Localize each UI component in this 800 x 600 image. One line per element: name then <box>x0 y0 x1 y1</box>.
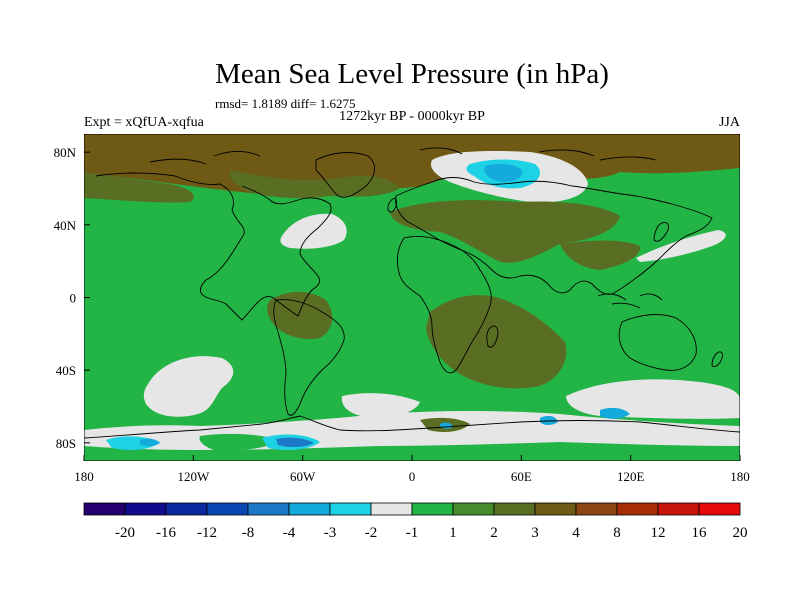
subtitle-right: JJA <box>719 115 741 130</box>
coastline-madagascar <box>486 325 499 348</box>
colorbar-swatch <box>124 502 167 516</box>
x-tick-label: 0 <box>409 469 416 484</box>
colorbar-label: 1 <box>449 525 457 541</box>
colorbar-label: -2 <box>365 525 378 541</box>
colorbar-swatch <box>288 502 331 516</box>
colorbar-label: 8 <box>613 525 621 541</box>
west-pacific-white <box>636 230 726 262</box>
coastline-indonesia <box>597 293 663 309</box>
colorbar-swatch <box>698 502 741 516</box>
colorbar-label: -20 <box>115 525 135 541</box>
colorbar-swatch <box>657 502 700 516</box>
colorbar-label: 12 <box>651 525 666 541</box>
colorbar-swatch <box>452 502 495 516</box>
x-tick-label: 120W <box>177 469 210 484</box>
siberia-minus3 <box>484 163 523 182</box>
stats-line: rmsd= 1.8189 diff= 1.6275 <box>215 96 355 111</box>
colorbar-swatch <box>616 502 659 516</box>
y-tick-label: 80S <box>56 436 76 451</box>
south-atlantic-white <box>341 393 420 418</box>
south-pacific-white <box>143 356 234 417</box>
colorbar-swatch <box>575 502 618 516</box>
tropical-atlantic-olive <box>267 291 333 340</box>
y-tick-label: 80N <box>54 145 77 160</box>
colorbar-label: 4 <box>572 525 580 541</box>
colorbar-swatch <box>329 502 372 516</box>
y-axis: 80N 40N 0 40S 80S <box>54 145 90 451</box>
x-tick-label: 60W <box>290 469 316 484</box>
coastline-arctic-islands <box>149 147 657 165</box>
colorbar-label: -3 <box>324 525 337 541</box>
subtitle-left: Expt = xQfUA-xqfua <box>84 115 205 130</box>
coastline-new-zealand <box>711 351 723 367</box>
antarctic-green-patch <box>199 433 280 451</box>
y-tick-label: 40S <box>56 363 76 378</box>
colorbar-swatch <box>411 502 454 516</box>
colorbar-label: -12 <box>197 525 217 541</box>
colorbar-label: 3 <box>531 525 539 541</box>
colorbar-swatch <box>206 502 249 516</box>
coastline-australia <box>618 314 697 371</box>
subtitle-center: 1272kyr BP - 0000kyr BP <box>339 109 485 124</box>
central-asia-olive <box>560 240 641 270</box>
colorbar-swatch <box>534 502 577 516</box>
antarctic-blue-b <box>276 437 314 448</box>
y-tick-label: 0 <box>70 291 77 306</box>
colorbar-label: 20 <box>733 525 748 541</box>
colorbar-label: -16 <box>156 525 176 541</box>
colorbar-label: 16 <box>692 525 708 541</box>
north-atlantic-band <box>229 170 400 199</box>
x-tick-label: 180 <box>74 469 94 484</box>
coastline-africa <box>396 235 492 374</box>
colorbar-label: -8 <box>242 525 255 541</box>
north-pacific-band <box>84 172 194 203</box>
coastline-south-america <box>273 299 345 416</box>
coastline-uk <box>387 198 397 213</box>
colorbar-swatch <box>493 502 536 516</box>
x-axis: 180 120W 60W 0 60E 120E 180 <box>74 455 750 484</box>
colorbar-label: 2 <box>490 525 498 541</box>
antarctic-blue-c <box>600 407 630 419</box>
coastline-antarctica <box>84 415 740 439</box>
coastline-north-america <box>95 172 332 321</box>
chart-title: Mean Sea Level Pressure (in hPa) <box>215 58 609 90</box>
y-tick-label: 40N <box>54 218 77 233</box>
colorbar-label: -4 <box>283 525 296 541</box>
colorbar-swatch <box>247 502 290 516</box>
coastline-japan <box>653 222 669 242</box>
coastlines <box>84 147 740 439</box>
x-tick-label: 60E <box>511 469 532 484</box>
colorbar-swatch <box>370 502 413 516</box>
colorbar: -20 -16 -12 -8 -4 -3 -2 -1 1 2 3 4 8 12 16 20 <box>83 502 748 541</box>
coastline-eurasia <box>395 177 713 295</box>
colorbar-swatch <box>165 502 208 516</box>
pressure-field <box>84 134 740 461</box>
antarctic-blue-a <box>140 438 160 447</box>
coastline-greenland <box>315 152 375 198</box>
x-tick-label: 120E <box>617 469 645 484</box>
x-tick-label: 180 <box>730 469 750 484</box>
eurasia-olive <box>390 200 620 263</box>
colorbar-label: -1 <box>406 525 419 541</box>
colorbar-swatch <box>83 502 126 516</box>
